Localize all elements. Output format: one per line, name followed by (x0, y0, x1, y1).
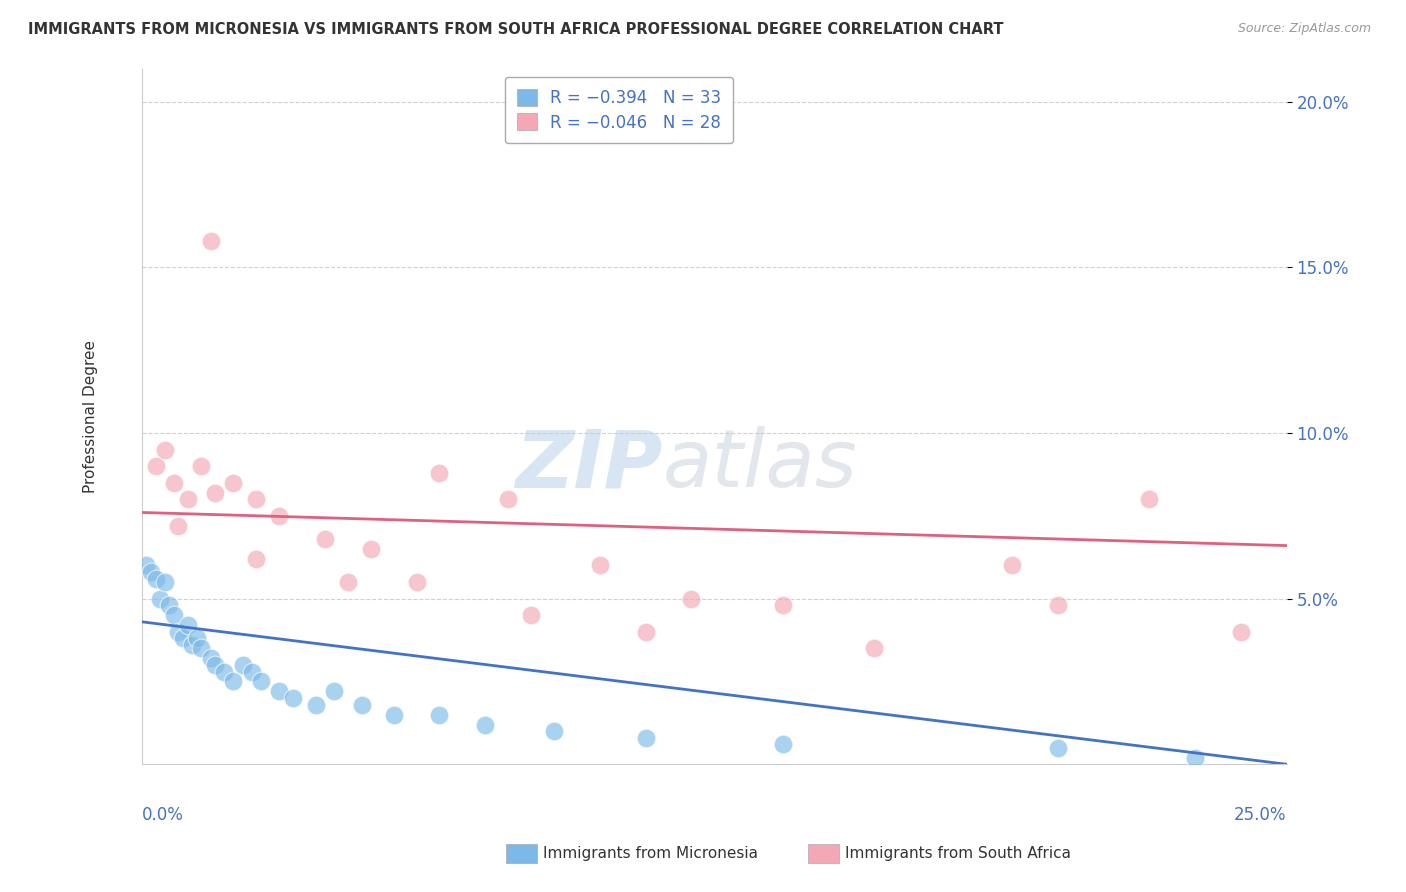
Point (1046, 599, 1069, 613)
Point (1046, 740, 1069, 755)
Point (153, 442, 176, 457)
Point (269, 508, 291, 523)
Point (405, 575, 427, 590)
Point (382, 707, 405, 722)
Point (176, 492, 198, 507)
Point (245, 552, 267, 566)
Point (163, 475, 186, 490)
Point (139, 565, 162, 579)
Point (190, 641, 212, 656)
Point (145, 459, 167, 474)
Point (157, 599, 180, 613)
Point (314, 532, 336, 546)
Point (176, 618, 198, 632)
Point (222, 674, 245, 689)
Point (232, 657, 254, 672)
Point (1184, 750, 1206, 764)
Point (204, 657, 226, 672)
Text: Professional Degree: Professional Degree (83, 340, 98, 493)
Point (200, 234, 222, 248)
Point (200, 651, 222, 665)
Text: 0.0%: 0.0% (142, 806, 184, 824)
Text: IMMIGRANTS FROM MICRONESIA VS IMMIGRANTS FROM SOUTH AFRICA PROFESSIONAL DEGREE C: IMMIGRANTS FROM MICRONESIA VS IMMIGRANTS… (28, 22, 1004, 37)
Point (190, 459, 212, 474)
Point (281, 691, 304, 706)
Text: Immigrants from South Africa: Immigrants from South Africa (845, 847, 1071, 861)
Point (1137, 492, 1160, 507)
Text: 25.0%: 25.0% (1234, 806, 1286, 824)
Point (135, 558, 157, 573)
Point (634, 624, 657, 639)
Point (167, 518, 190, 533)
Text: Immigrants from Micronesia: Immigrants from Micronesia (543, 847, 758, 861)
Point (520, 608, 543, 623)
Point (336, 575, 359, 590)
Point (496, 492, 519, 507)
Point (167, 624, 190, 639)
Point (250, 674, 273, 689)
Point (149, 591, 172, 606)
Point (163, 608, 186, 623)
Point (429, 707, 451, 722)
Text: Source: ZipAtlas.com: Source: ZipAtlas.com (1237, 22, 1371, 36)
Point (543, 724, 565, 739)
Point (153, 575, 176, 590)
Legend: R = −0.394   N = 33, R = −0.046   N = 28: R = −0.394 N = 33, R = −0.046 N = 28 (505, 77, 733, 144)
Point (1230, 624, 1253, 639)
Point (360, 541, 382, 556)
Point (181, 638, 204, 652)
Text: ZIP: ZIP (516, 426, 662, 504)
Text: atlas: atlas (662, 426, 858, 504)
Point (772, 599, 794, 613)
Point (429, 466, 451, 480)
Point (204, 485, 226, 500)
Point (350, 698, 373, 712)
Point (214, 665, 236, 679)
Point (269, 684, 291, 698)
Point (245, 492, 267, 507)
Point (681, 591, 703, 606)
Point (305, 698, 328, 712)
Point (634, 731, 657, 745)
Point (222, 475, 245, 490)
Point (323, 684, 346, 698)
Point (772, 738, 794, 752)
Point (240, 665, 263, 679)
Point (186, 632, 208, 646)
Point (863, 641, 886, 656)
Point (145, 572, 167, 586)
Point (589, 558, 612, 573)
Point (1001, 558, 1024, 573)
Point (172, 632, 194, 646)
Point (474, 717, 496, 731)
